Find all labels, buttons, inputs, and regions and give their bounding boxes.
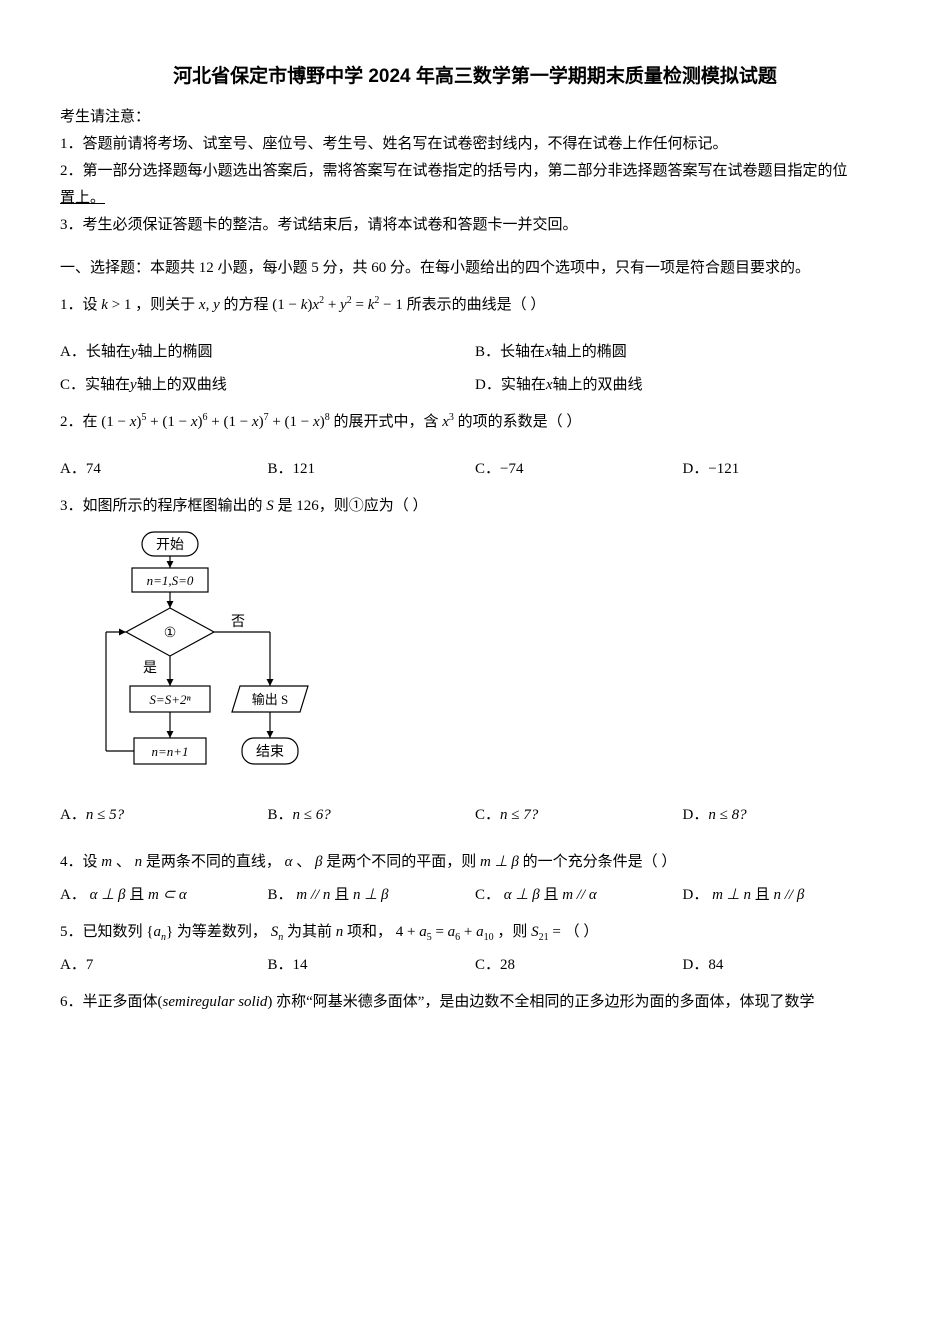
flow-init: n=1,S=0 xyxy=(147,573,194,588)
flow-start: 开始 xyxy=(156,537,184,553)
question-6: 6．半正多面体(semiregular solid) 亦称“阿基米德多面体”，是… xyxy=(60,989,890,1016)
q4-options: A． α ⊥ β 且 m ⊂ α B． m // n 且 n ⊥ β C． α … xyxy=(60,882,890,909)
flow-yes-label: 是 xyxy=(143,661,157,676)
q1-options-row2: C．实轴在y轴上的双曲线 D．实轴在x轴上的双曲线 xyxy=(60,372,890,399)
q1-option-a: A．长轴在y轴上的椭圆 xyxy=(60,339,475,366)
q1-prefix: 1．设 xyxy=(60,297,98,313)
q5-option-d: D．84 xyxy=(683,952,891,979)
q4-option-d: D． m ⊥ n 且 n // β xyxy=(683,882,891,909)
q3-option-a: A．n ≤ 5? xyxy=(60,802,268,829)
q2-option-a: A．74 xyxy=(60,456,268,483)
flow-out: 输出 S xyxy=(252,692,288,707)
q4-option-b: B． m // n 且 n ⊥ β xyxy=(268,882,476,909)
flow-sum: S=S+2ⁿ xyxy=(149,692,191,707)
q2-options: A．74 B．121 C．−74 D．−121 xyxy=(60,456,890,483)
q5-options: A．7 B．14 C．28 D．84 xyxy=(60,952,890,979)
flow-no-label: 否 xyxy=(231,615,245,630)
q3-option-c: C．n ≤ 7? xyxy=(475,802,683,829)
q5-option-a: A．7 xyxy=(60,952,268,979)
q5-option-c: C．28 xyxy=(475,952,683,979)
flowchart-svg: 开始 n=1,S=0 ① 否 是 S=S+2ⁿ 输出 S n=n+1 结束 xyxy=(80,528,330,788)
question-3: 3．如图所示的程序框图输出的 S 是 126，则①应为（ ） xyxy=(60,493,890,520)
notice-line-1: 1．答题前请将考场、试室号、座位号、考生号、姓名写在试卷密封线内，不得在试卷上作… xyxy=(60,131,890,158)
q3-option-b: B．n ≤ 6? xyxy=(268,802,476,829)
question-1: 1．设 k > 1 ，则关于 x, y 的方程 (1 − k)x2 + y2 =… xyxy=(60,292,890,319)
notice-line-3: 置上。 xyxy=(60,185,890,212)
question-2: 2．在 (1 − x)5 + (1 − x)6 + (1 − x)7 + (1 … xyxy=(60,409,890,436)
notice-line-4: 3．考生必须保证答题卡的整洁。考试结束后，请将本试卷和答题卡一并交回。 xyxy=(60,212,890,239)
flowchart-svg-container: 开始 n=1,S=0 ① 否 是 S=S+2ⁿ 输出 S n=n+1 结束 xyxy=(80,528,890,798)
question-5: 5．已知数列 {an} 为等差数列， Sn 为其前 n 项和， 4 + a5 =… xyxy=(60,919,890,946)
q2-option-d: D．−121 xyxy=(683,456,891,483)
flow-inc: n=n+1 xyxy=(151,744,188,759)
notice-heading: 考生请注意： xyxy=(60,104,890,131)
q1-suffix: 所表示的曲线是（ ） xyxy=(407,297,546,313)
q1-mid: ，则关于 xyxy=(135,297,195,313)
q1-vars: x, y xyxy=(199,297,220,313)
q3-options: A．n ≤ 5? B．n ≤ 6? C．n ≤ 7? D．n ≤ 8? xyxy=(60,802,890,829)
q1-option-b: B．长轴在x轴上的椭圆 xyxy=(475,339,890,366)
notice-line-2: 2．第一部分选择题每小题选出答案后，需将答案写在试卷指定的括号内，第二部分非选择… xyxy=(60,158,890,185)
flow-cond: ① xyxy=(164,626,177,641)
flow-end: 结束 xyxy=(256,744,284,760)
q1-option-c: C．实轴在y轴上的双曲线 xyxy=(60,372,475,399)
q5-option-b: B．14 xyxy=(268,952,476,979)
q3-option-d: D．n ≤ 8? xyxy=(683,802,891,829)
question-4: 4．设 m 、 n 是两条不同的直线， α 、 β 是两个不同的平面，则 m ⊥… xyxy=(60,849,890,876)
q1-options-row1: A．长轴在y轴上的椭圆 B．长轴在x轴上的椭圆 xyxy=(60,339,890,366)
section-one-intro: 一、选择题：本题共 12 小题，每小题 5 分，共 60 分。在每小题给出的四个… xyxy=(60,255,890,282)
q1-mid2: 的方程 xyxy=(224,297,269,313)
q4-option-a: A． α ⊥ β 且 m ⊂ α xyxy=(60,882,268,909)
q1-option-d: D．实轴在x轴上的双曲线 xyxy=(475,372,890,399)
q2-option-b: B．121 xyxy=(268,456,476,483)
q4-option-c: C． α ⊥ β 且 m // α xyxy=(475,882,683,909)
q2-option-c: C．−74 xyxy=(475,456,683,483)
page-title: 河北省保定市博野中学 2024 年高三数学第一学期期末质量检测模拟试题 xyxy=(60,60,890,94)
